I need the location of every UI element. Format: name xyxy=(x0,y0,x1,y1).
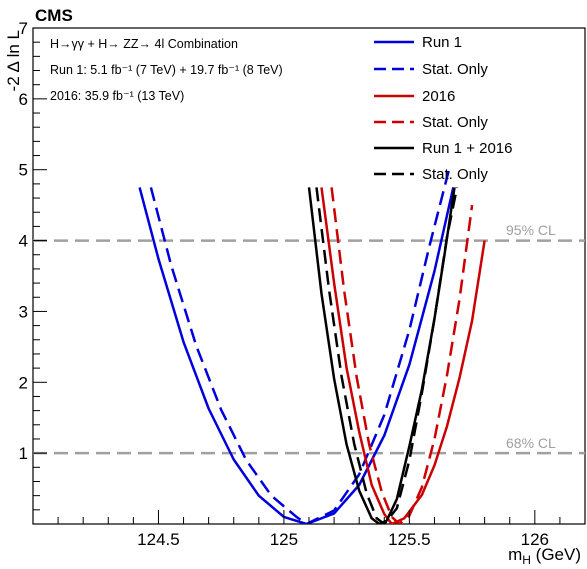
y-axis-title: -2 Δ ln L xyxy=(4,30,23,91)
legend-label-0: Run 1 xyxy=(422,34,462,51)
x-tick-label: 125 xyxy=(270,530,298,549)
x-tick-label: 126 xyxy=(521,530,549,549)
x-tick-label: 125.5 xyxy=(388,530,431,549)
legend-label-2: 2016 xyxy=(422,88,455,105)
x-axis-title: mH (GeV) xyxy=(508,545,581,567)
series-line-0 xyxy=(138,187,455,524)
info-line-1: H→γγ + H→ ZZ→ 4l Combination xyxy=(50,37,238,51)
y-tick-label: 5 xyxy=(19,161,28,180)
x-tick-label: 124.5 xyxy=(137,530,180,549)
y-tick-label: 1 xyxy=(19,444,28,463)
cl-95-label: 95% CL xyxy=(506,222,556,238)
legend-label-5: Stat. Only xyxy=(422,166,488,183)
legend: Run 1 Stat. Only 2016 Stat. Only Run 1 +… xyxy=(374,34,513,183)
info-line-2: Run 1: 5.1 fb⁻¹ (7 TeV) + 19.7 fb⁻¹ (8 T… xyxy=(50,63,283,77)
y-tick-label: 6 xyxy=(19,90,28,109)
legend-label-3: Stat. Only xyxy=(422,114,488,131)
series-line-5 xyxy=(315,187,459,524)
experiment-label: CMS xyxy=(35,6,73,25)
series-line-1 xyxy=(149,167,451,524)
y-tick-label: 2 xyxy=(19,373,28,392)
cl-68-label: 68% CL xyxy=(506,435,556,451)
legend-label-1: Stat. Only xyxy=(422,61,488,78)
info-line-3: 2016: 35.9 fb⁻¹ (13 TeV) xyxy=(50,89,184,103)
y-tick-label: 7 xyxy=(19,19,28,38)
y-tick-label: 4 xyxy=(19,232,28,251)
y-tick-label: 3 xyxy=(19,302,28,321)
legend-label-4: Run 1 + 2016 xyxy=(422,140,513,157)
series-line-3 xyxy=(330,187,474,524)
